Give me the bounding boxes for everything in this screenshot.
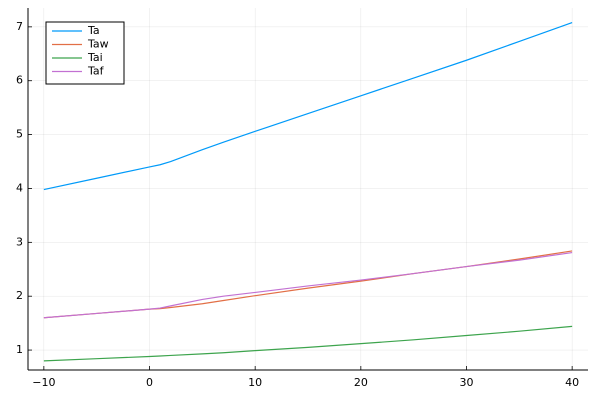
legend-label: Tai xyxy=(87,51,103,64)
line-series xyxy=(43,250,573,319)
y-tick-label: 3 xyxy=(16,235,23,248)
line-series xyxy=(43,325,573,362)
legend-label: Ta xyxy=(87,24,100,37)
x-tick-label: 10 xyxy=(248,376,262,389)
y-tick-label: 1 xyxy=(16,343,23,356)
y-tick-label: 6 xyxy=(16,74,23,87)
y-tick-label: 2 xyxy=(16,289,23,302)
x-tick-label: 20 xyxy=(354,376,368,389)
x-tick-label: 40 xyxy=(565,376,579,389)
line-series xyxy=(43,21,573,191)
x-tick-label: 30 xyxy=(459,376,473,389)
legend-box xyxy=(45,21,125,85)
legend-label: Taf xyxy=(87,65,105,78)
line-series xyxy=(43,251,573,319)
x-tick-label: −10 xyxy=(32,376,55,389)
y-tick-label: 7 xyxy=(16,20,23,33)
y-tick-label: 4 xyxy=(16,181,23,194)
x-tick-label: 0 xyxy=(146,376,153,389)
legend-label: Taw xyxy=(87,38,109,51)
y-tick-label: 5 xyxy=(16,128,23,141)
